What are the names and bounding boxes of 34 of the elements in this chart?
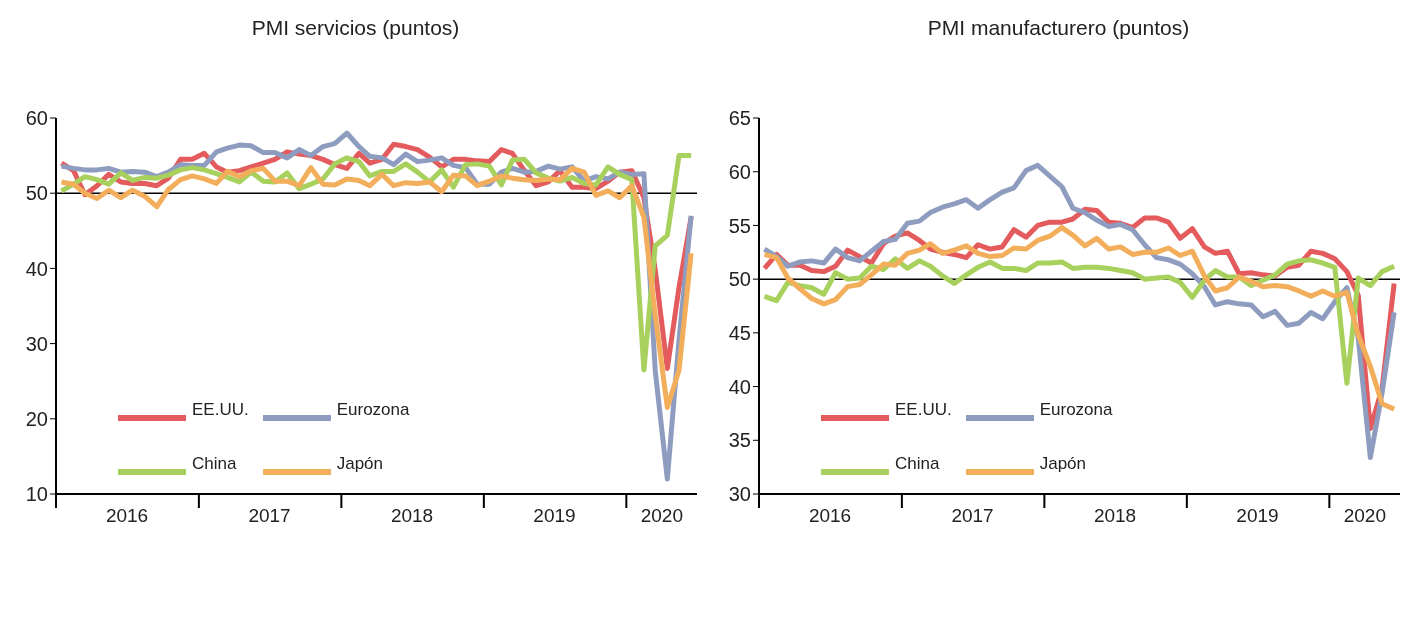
legend-label: Japón: [336, 454, 384, 474]
x-tick-label: 2019: [1236, 505, 1279, 526]
legend-label: EE.UU.: [192, 400, 249, 420]
y-tick-label: 30: [728, 483, 751, 506]
x-tick-label: 2016: [808, 505, 852, 526]
chart-title: PMI servicios (puntos): [250, 16, 461, 40]
y-tick-label: 60: [25, 107, 48, 130]
y-tick-label: 40: [728, 375, 751, 398]
legend-label: Japón: [1039, 454, 1087, 474]
x-tick-label: 2020: [640, 505, 684, 526]
y-tick-label: 50: [25, 182, 48, 205]
x-tick-label: 2017: [951, 505, 994, 526]
y-tick-label: 40: [25, 257, 48, 280]
x-tick-label: 2018: [390, 505, 434, 526]
x-tick-label: 2020: [1343, 505, 1387, 526]
y-tick-label: 30: [25, 332, 48, 355]
x-tick-label: 2019: [533, 505, 576, 526]
y-tick-label: 65: [728, 107, 751, 130]
legend-label: Eurozona: [336, 400, 410, 420]
legend-label: China: [895, 454, 940, 474]
x-tick-label: 2016: [105, 505, 149, 526]
y-tick-label: 45: [728, 321, 751, 344]
chart-title: PMI manufacturero (puntos): [926, 16, 1191, 40]
legend-label: Eurozona: [1039, 400, 1113, 420]
legend-label: China: [192, 454, 237, 474]
y-tick-label: 50: [728, 268, 751, 291]
x-tick-label: 2017: [248, 505, 291, 526]
y-tick-label: 10: [25, 483, 48, 506]
y-tick-label: 35: [728, 429, 751, 452]
legend-label: EE.UU.: [895, 400, 952, 420]
y-tick-label: 20: [25, 407, 48, 430]
x-tick-label: 2018: [1093, 505, 1137, 526]
y-tick-label: 55: [728, 214, 751, 237]
y-tick-label: 60: [728, 160, 751, 183]
